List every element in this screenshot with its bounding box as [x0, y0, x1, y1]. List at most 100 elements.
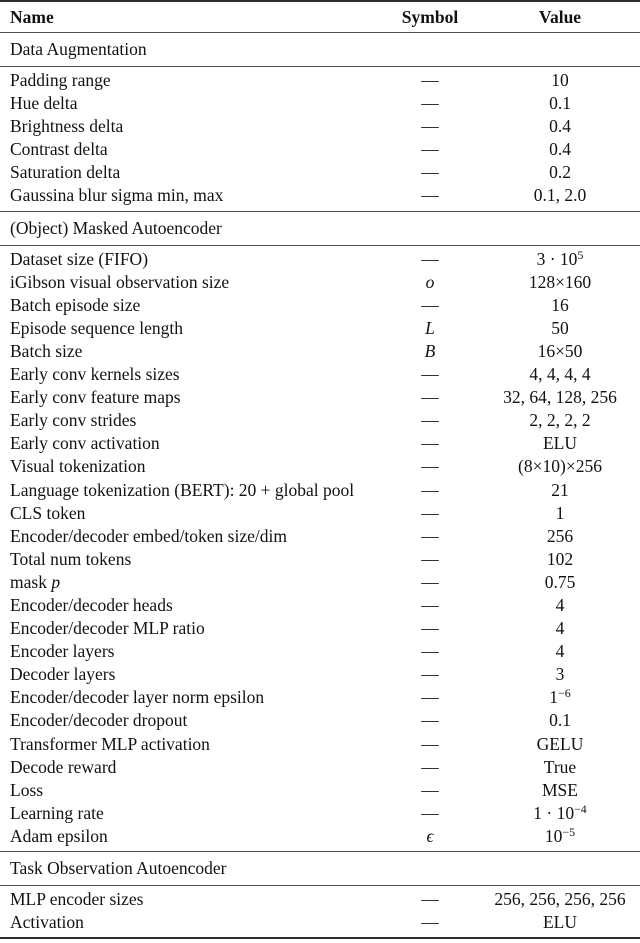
param-symbol: — — [421, 433, 439, 454]
table-row: Saturation delta — 0.2 — [0, 161, 640, 184]
param-name: MLP encoder sizes — [10, 889, 144, 909]
param-name: Total num tokens — [10, 548, 132, 569]
param-value: 102 — [546, 548, 574, 569]
table-row: Padding range — 10 — [0, 69, 640, 92]
param-value: 10−5 — [544, 824, 576, 846]
param-value: 32, 64, 128, 256 — [503, 387, 617, 408]
param-symbol: — — [421, 889, 439, 909]
param-symbol: — — [421, 594, 439, 615]
param-symbol: — — [421, 248, 439, 269]
param-value: 1 — [555, 502, 565, 523]
param-symbol: — — [421, 618, 439, 639]
param-symbol: — — [421, 664, 439, 685]
param-value: 16×50 — [537, 340, 583, 361]
param-value: 0.1 — [549, 710, 571, 731]
param-value: 4, 4, 4, 4 — [529, 364, 591, 385]
table-row: Gaussina blur sigma min, max — 0.1, 2.0 — [0, 184, 640, 207]
param-value: ELU — [542, 912, 578, 933]
param-value: True — [543, 756, 577, 777]
table-row: iGibson visual observation size o 128×160 — [0, 271, 640, 294]
table-row: Activation — ELU — [0, 911, 640, 934]
param-value: 1−6 — [549, 686, 571, 708]
param-value: 0.75 — [544, 571, 576, 592]
table-row: Episode sequence length L 50 — [0, 317, 640, 340]
superscript: −5 — [562, 824, 576, 839]
param-symbol: — — [421, 456, 439, 477]
param-value: 3 · 105 — [536, 247, 584, 269]
param-name: Decoder layers — [10, 664, 116, 685]
param-symbol: — — [421, 571, 439, 592]
param-symbol: o — [380, 271, 480, 294]
param-value: 4 — [555, 641, 565, 662]
param-value: 256, 256, 256, 256 — [494, 889, 626, 909]
param-name: Encoder/decoder MLP ratio — [10, 618, 205, 639]
section-rule-bottom — [0, 885, 640, 886]
param-value: 50 — [551, 317, 569, 338]
table-row: Early conv kernels sizes — 4, 4, 4, 4 — [0, 363, 640, 386]
param-name: Batch size — [10, 340, 83, 361]
param-value: 16 — [551, 294, 569, 315]
table-row: Hue delta — 0.1 — [0, 92, 640, 115]
param-name: Episode sequence length — [10, 317, 184, 338]
param-symbol: — — [421, 116, 439, 137]
column-header-name: Name — [10, 6, 54, 27]
table-row: Encoder layers — 4 — [0, 640, 640, 663]
param-symbol: — — [421, 802, 439, 823]
param-symbol: — — [421, 779, 439, 800]
math-variable: o — [425, 271, 435, 292]
section-rows: MLP encoder sizes —256, 256, 256, 256 Acti… — [0, 886, 640, 937]
param-value: 4 — [555, 618, 565, 639]
top-rule — [0, 0, 640, 2]
table-row: Visual tokenization — (8×10)×256 — [0, 455, 640, 478]
superscript: −6 — [558, 686, 571, 701]
param-name: Visual tokenization — [10, 456, 146, 477]
param-name: Early conv activation — [10, 433, 160, 454]
param-symbol: — — [421, 687, 439, 708]
param-value: 2, 2, 2, 2 — [529, 410, 591, 431]
param-name: Learning rate — [10, 802, 104, 823]
param-name: Batch episode size — [10, 294, 141, 315]
param-value: 10 — [551, 70, 569, 90]
superscript: −4 — [574, 801, 587, 816]
param-name: Early conv strides — [10, 410, 137, 431]
param-name: iGibson visual observation size — [10, 271, 230, 292]
param-name: Adam epsilon — [10, 825, 108, 846]
param-value: 4 — [555, 594, 565, 615]
section-rule-top — [0, 210, 640, 212]
param-name: Language tokenization (BERT): 20 + globa… — [10, 479, 355, 500]
param-value: GELU — [536, 733, 584, 754]
param-value: 0.1 — [549, 93, 571, 114]
column-header-value: Value — [538, 6, 582, 27]
param-name: Contrast delta — [10, 139, 108, 160]
param-symbol: — — [421, 162, 439, 183]
bottom-rule — [0, 937, 640, 940]
param-name: Activation — [10, 912, 84, 933]
table-row: Decoder layers — 3 — [0, 663, 640, 686]
param-symbol: — — [421, 479, 439, 500]
column-header-symbol: Symbol — [401, 6, 459, 27]
param-value: 128×160 — [528, 271, 592, 292]
table-row: Decode reward — True — [0, 756, 640, 779]
param-value: (8×10)×256 — [518, 456, 602, 477]
param-name: Encoder layers — [10, 641, 115, 662]
param-name: Saturation delta — [10, 162, 121, 183]
param-symbol: — — [421, 912, 439, 933]
param-name: Loss — [10, 779, 44, 800]
param-name: Transformer MLP activation — [10, 733, 210, 754]
param-value: 256 — [546, 525, 574, 546]
section-rows: Padding range —10 Hue delta —0.1 Brightness … — [0, 67, 640, 211]
table-row: mask p — 0.75 — [0, 571, 640, 594]
table-row: Learning rate — 1 · 10−4 — [0, 802, 640, 825]
param-symbol: — — [421, 70, 439, 90]
table-row: Loss — MSE — [0, 779, 640, 802]
param-symbol: — — [421, 641, 439, 662]
param-symbol: — — [421, 733, 439, 754]
param-name: Encoder/decoder heads — [10, 594, 173, 615]
math-variable: p — [51, 571, 61, 592]
param-value: 0.1, 2.0 — [533, 185, 587, 206]
table-row: MLP encoder sizes — 256, 256, 256, 256 — [0, 888, 640, 911]
table-row: Early conv strides — 2, 2, 2, 2 — [0, 409, 640, 432]
table-row: Early conv activation — ELU — [0, 432, 640, 455]
param-name: Gaussina blur sigma min, max — [10, 185, 224, 206]
